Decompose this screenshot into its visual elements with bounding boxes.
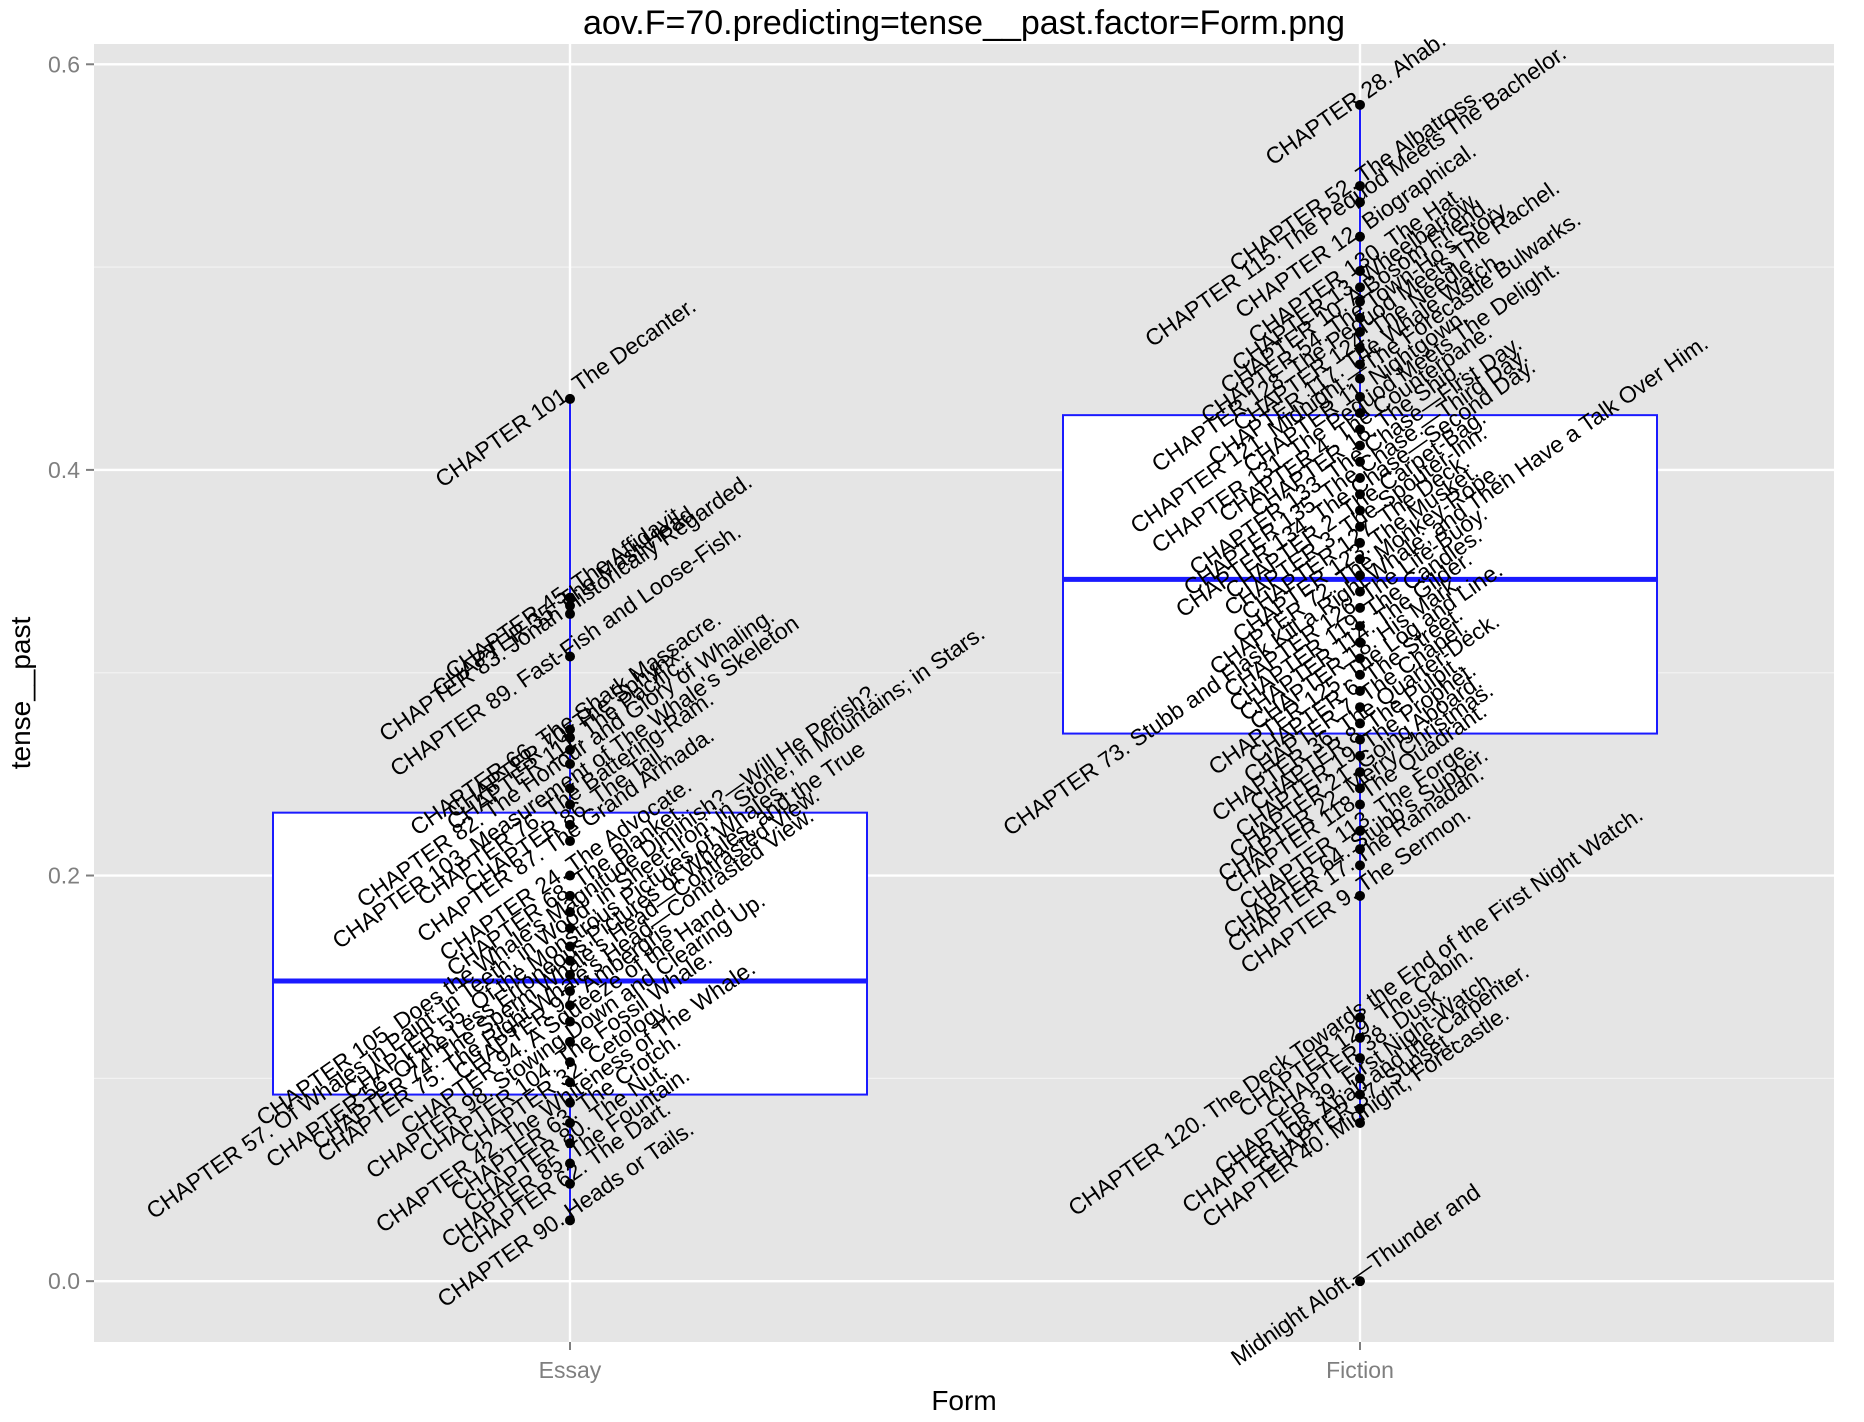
x-axis-title: Form <box>931 1385 996 1416</box>
y-tick-label: 0.4 <box>48 457 80 483</box>
data-point <box>565 1016 575 1027</box>
data-point <box>565 783 575 794</box>
data-point <box>1355 570 1365 581</box>
data-point <box>565 1215 575 1226</box>
data-point <box>565 1158 575 1169</box>
data-point <box>1355 505 1365 516</box>
data-point <box>1355 602 1365 613</box>
data-point <box>1355 669 1365 680</box>
data-point <box>1355 312 1365 323</box>
data-point <box>1355 456 1365 467</box>
data-point <box>565 758 575 769</box>
data-point <box>1355 750 1365 761</box>
data-point <box>1355 521 1365 532</box>
data-point <box>1355 767 1365 778</box>
data-point <box>1355 1053 1365 1064</box>
data-point <box>565 1138 575 1149</box>
data-point <box>565 955 575 966</box>
data-point <box>1355 1276 1365 1287</box>
data-point <box>565 819 575 830</box>
data-point <box>565 907 575 918</box>
data-point <box>1355 473 1365 484</box>
data-point <box>1355 685 1365 696</box>
data-point <box>1355 197 1365 208</box>
data-point <box>1355 554 1365 565</box>
data-point <box>1355 1117 1365 1128</box>
data-point <box>1355 282 1365 293</box>
data-point <box>1355 391 1365 402</box>
data-point <box>1355 890 1365 901</box>
data-point <box>1355 231 1365 242</box>
data-point <box>565 1117 575 1128</box>
data-point <box>565 744 575 755</box>
data-point <box>565 870 575 881</box>
data-point <box>565 836 575 847</box>
data-point <box>1355 1032 1365 1043</box>
data-point <box>1355 440 1365 451</box>
chart-title: aov.F=70.predicting=tense__past.factor=F… <box>583 4 1345 42</box>
data-point <box>565 941 575 952</box>
data-point <box>1355 1012 1365 1023</box>
data-point <box>1355 537 1365 548</box>
data-point <box>565 890 575 901</box>
data-point <box>1355 373 1365 384</box>
data-point <box>565 732 575 743</box>
y-tick-label: 0.0 <box>48 1268 80 1294</box>
data-points <box>565 99 1365 1287</box>
data-point <box>1355 359 1365 370</box>
y-axis-title: tense__past <box>5 617 36 770</box>
data-point <box>1355 326 1365 337</box>
data-point <box>565 986 575 997</box>
data-point <box>1355 296 1365 307</box>
data-point <box>565 1178 575 1189</box>
data-point <box>1355 702 1365 713</box>
data-point <box>1355 1103 1365 1114</box>
data-point <box>1355 783 1365 794</box>
data-point <box>1355 1089 1365 1100</box>
data-point <box>1355 653 1365 664</box>
data-point <box>1355 489 1365 500</box>
data-point <box>565 1057 575 1068</box>
data-point <box>565 1000 575 1011</box>
data-point <box>1355 825 1365 836</box>
data-point <box>1355 860 1365 871</box>
data-point <box>565 1077 575 1088</box>
data-point <box>565 600 575 611</box>
data-point <box>565 592 575 603</box>
data-point <box>1355 637 1365 648</box>
data-point <box>1355 180 1365 191</box>
data-point <box>565 1097 575 1108</box>
x-tick-label: Essay <box>539 1357 602 1383</box>
data-point <box>565 393 575 404</box>
y-tick-label: 0.6 <box>48 51 80 77</box>
data-point <box>565 608 575 619</box>
data-point <box>1355 718 1365 729</box>
data-point <box>565 1036 575 1047</box>
data-point <box>1355 408 1365 419</box>
data-point <box>565 799 575 810</box>
data-point <box>1355 734 1365 745</box>
data-point <box>565 969 575 980</box>
data-point <box>1355 844 1365 855</box>
data-point <box>1355 424 1365 435</box>
data-point <box>1355 343 1365 354</box>
y-tick-label: 0.2 <box>48 863 80 889</box>
data-point <box>1355 586 1365 597</box>
data-point <box>565 724 575 735</box>
data-point <box>1355 799 1365 810</box>
x-axis-ticks: Essay Fiction <box>539 1342 1394 1383</box>
data-point <box>565 923 575 934</box>
x-tick-label: Fiction <box>1326 1357 1394 1383</box>
box-iqr <box>272 811 868 1096</box>
data-point <box>565 651 575 662</box>
data-point <box>1355 1073 1365 1084</box>
y-axis-ticks: 0.0 0.2 0.4 0.6 <box>48 51 94 1294</box>
data-point <box>1355 621 1365 632</box>
data-point <box>1355 99 1365 110</box>
data-point <box>1355 266 1365 277</box>
